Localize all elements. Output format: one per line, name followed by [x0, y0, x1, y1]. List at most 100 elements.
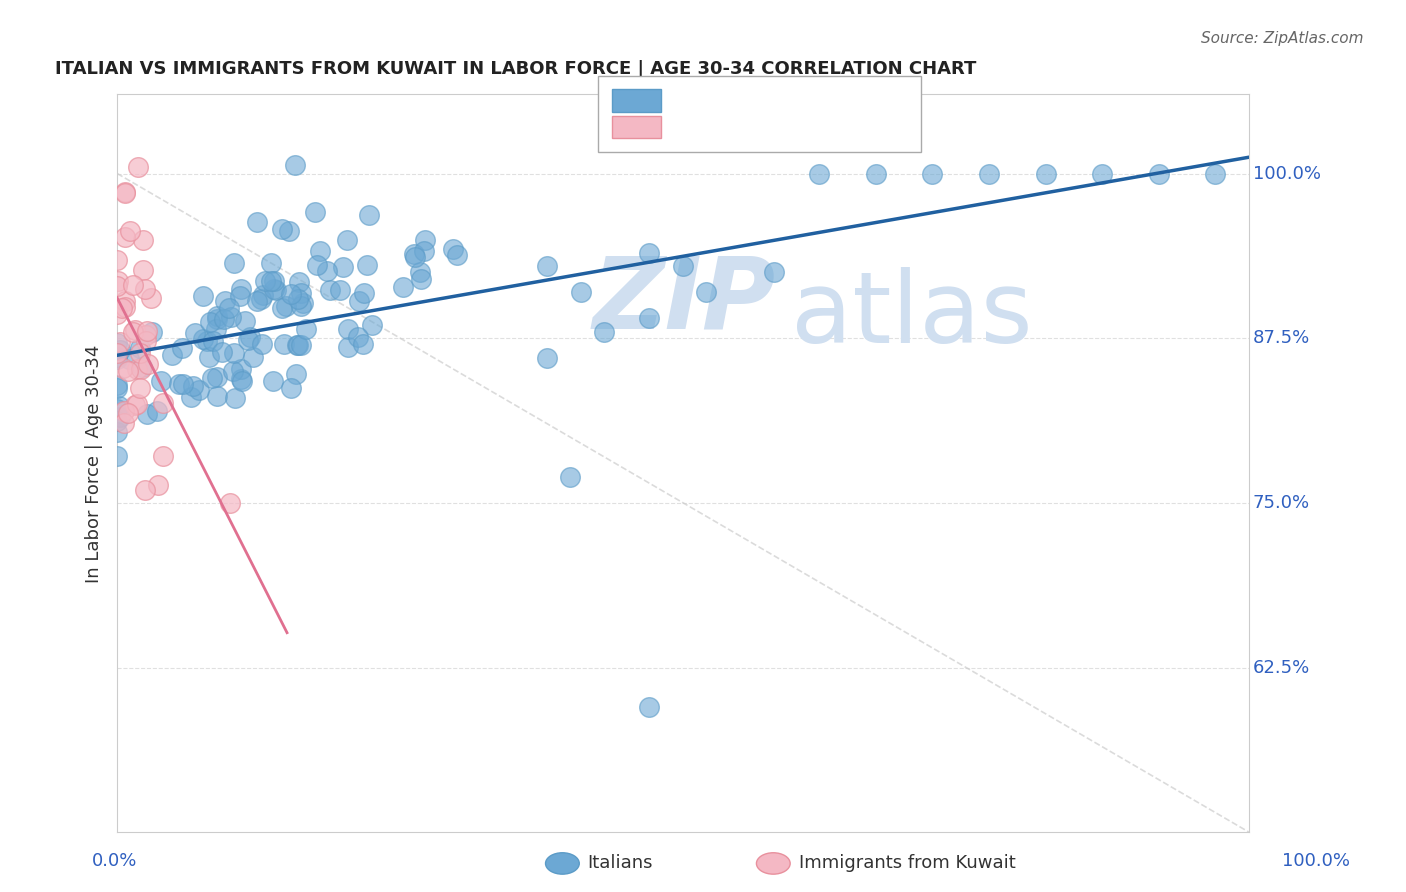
Point	[231, 374, 253, 388]
Text: atlas: atlas	[790, 268, 1032, 364]
Point	[105, 449, 128, 463]
Point	[127, 362, 149, 376]
Point	[135, 328, 157, 343]
Point	[105, 378, 128, 392]
Point	[219, 496, 242, 510]
Point	[118, 351, 141, 366]
Point	[105, 425, 128, 439]
Point	[105, 307, 128, 321]
Point	[108, 335, 131, 350]
Point	[921, 167, 943, 181]
Point	[558, 469, 581, 483]
Point	[108, 343, 131, 358]
Text: Immigrants from Kuwait: Immigrants from Kuwait	[799, 855, 1015, 872]
Point	[332, 260, 354, 274]
Point	[359, 208, 381, 222]
Point	[132, 263, 155, 277]
Point	[263, 274, 285, 288]
Point	[198, 350, 221, 364]
Point	[408, 265, 430, 279]
Point	[593, 325, 616, 339]
Point	[105, 278, 128, 293]
Point	[124, 323, 146, 337]
Point	[105, 352, 128, 367]
Point	[762, 265, 785, 279]
Point	[105, 345, 128, 359]
Point	[1091, 167, 1114, 181]
Point	[349, 294, 371, 309]
Point	[184, 326, 207, 341]
Point	[1035, 167, 1057, 181]
Point	[1147, 167, 1170, 181]
Point	[236, 333, 259, 347]
Text: R = -0.175   N =  37: R = -0.175 N = 37	[669, 118, 852, 136]
Point	[167, 377, 190, 392]
Text: 62.5%: 62.5%	[1253, 658, 1310, 677]
Point	[278, 224, 301, 238]
Point	[141, 326, 163, 340]
Text: 75.0%: 75.0%	[1253, 494, 1310, 512]
Point	[290, 286, 312, 301]
Point	[134, 282, 156, 296]
Point	[134, 483, 156, 497]
Point	[136, 357, 159, 371]
Point	[131, 360, 153, 375]
Point	[246, 294, 269, 309]
Point	[112, 416, 135, 430]
Point	[105, 252, 128, 267]
Point	[105, 351, 128, 365]
Point	[229, 372, 252, 386]
Point	[638, 311, 661, 326]
Point	[114, 293, 136, 308]
Point	[127, 160, 149, 174]
Point	[219, 310, 242, 324]
Point	[271, 222, 294, 236]
Point	[146, 478, 169, 492]
Point	[273, 337, 295, 351]
Point	[283, 158, 305, 172]
Point	[114, 186, 136, 200]
Point	[304, 204, 326, 219]
Point	[288, 275, 311, 289]
Text: Italians: Italians	[588, 855, 654, 872]
Point	[160, 348, 183, 362]
Point	[172, 376, 194, 391]
Point	[977, 167, 1000, 181]
Point	[141, 291, 163, 305]
Point	[536, 351, 558, 365]
Point	[117, 406, 139, 420]
Point	[446, 247, 468, 261]
Point	[361, 318, 384, 333]
Point	[319, 283, 342, 297]
Point	[356, 258, 378, 272]
Point	[152, 449, 174, 463]
Point	[222, 346, 245, 360]
Point	[263, 281, 285, 295]
Point	[132, 233, 155, 247]
Point	[672, 259, 695, 273]
Text: 0.0%: 0.0%	[91, 852, 136, 870]
Point	[207, 309, 229, 323]
Point	[105, 414, 128, 428]
Point	[249, 292, 271, 306]
Point	[808, 167, 831, 181]
Point	[865, 167, 887, 181]
Point	[114, 230, 136, 244]
Point	[308, 244, 330, 259]
Text: R =  0.677   N = 113: R = 0.677 N = 113	[669, 90, 872, 108]
Point	[638, 700, 661, 714]
Point	[122, 277, 145, 292]
Point	[229, 282, 252, 296]
Point	[107, 275, 129, 289]
Point	[121, 326, 143, 340]
Point	[337, 321, 360, 335]
Text: ZIP: ZIP	[593, 252, 776, 350]
Point	[205, 370, 228, 384]
Point	[270, 301, 292, 315]
Point	[195, 334, 218, 349]
Point	[193, 289, 215, 303]
Point	[187, 383, 209, 397]
Point	[214, 312, 236, 326]
Point	[124, 399, 146, 413]
Point	[112, 361, 135, 376]
